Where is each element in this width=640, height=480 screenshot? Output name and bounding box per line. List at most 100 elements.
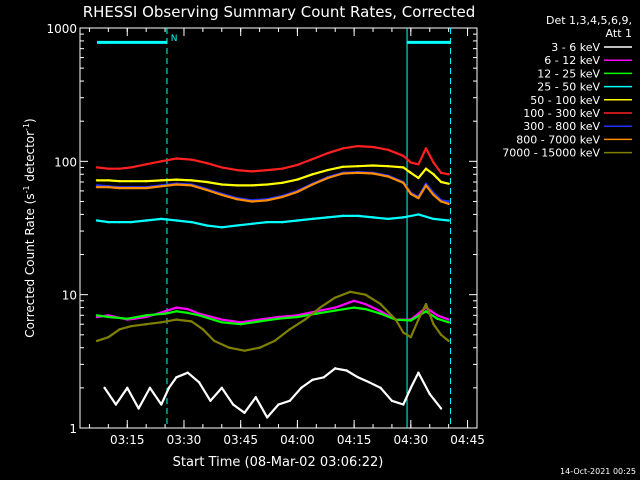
series-point-1: [175, 306, 178, 309]
series-point-2: [197, 314, 201, 317]
series-point-3: [190, 220, 193, 224]
series-point-7: [417, 196, 420, 200]
series-point-2: [409, 319, 413, 322]
series-line-3: [96, 213, 449, 229]
series-point-4: [190, 179, 193, 182]
series-point-4: [118, 179, 121, 183]
series-point-7: [160, 185, 163, 188]
series-point-0: [220, 386, 223, 390]
series-point-4: [386, 164, 390, 168]
series-point-5: [235, 168, 239, 172]
series-point-2: [175, 310, 178, 313]
series-point-8: [201, 328, 205, 331]
y-tick-label: 1: [69, 422, 77, 436]
series-point-2: [258, 320, 261, 323]
series-line-0: [103, 367, 442, 419]
plot-frame: [79, 27, 478, 429]
series-point-7: [356, 171, 360, 175]
x-tick-label: 03:45: [223, 433, 258, 447]
series-point-0: [160, 403, 163, 406]
series-point-7: [447, 202, 450, 206]
time-markers: [166, 28, 452, 428]
series-point-3: [205, 224, 208, 227]
series-point-5: [281, 167, 284, 170]
series-point-5: [250, 170, 254, 173]
series-point-0: [334, 367, 337, 370]
series-point-3: [356, 214, 360, 218]
series-point-3: [417, 213, 420, 216]
legend-header-1: Det 1,3,4,5,6,9,: [546, 14, 632, 27]
series-point-4: [447, 182, 450, 185]
series-point-5: [311, 157, 314, 161]
series-point-7: [265, 199, 269, 202]
y-tick-label: 10: [62, 289, 77, 303]
series-point-5: [386, 148, 390, 152]
annotations: N: [171, 34, 178, 44]
series-point-4: [95, 179, 99, 182]
legend-label: 6 - 12 keV: [544, 54, 600, 67]
series-point-7: [95, 185, 99, 189]
series-point-3: [447, 219, 450, 222]
series-point-7: [402, 181, 405, 185]
series-point-8: [288, 328, 292, 331]
series-point-0: [103, 386, 106, 390]
series-point-7: [341, 172, 344, 175]
series-point-8: [417, 318, 420, 321]
series-point-0: [379, 386, 382, 390]
series-point-4: [311, 173, 314, 176]
series-point-4: [341, 165, 344, 168]
series-point-4: [144, 179, 148, 183]
legend-label: 800 - 7000 keV: [516, 133, 600, 146]
series-point-1: [186, 307, 189, 311]
series-point-7: [118, 186, 121, 190]
series-point-0: [417, 371, 420, 374]
series-point-0: [175, 376, 178, 379]
series-point-7: [107, 185, 110, 189]
legend-label: 12 - 25 keV: [537, 67, 600, 80]
series-point-8: [379, 302, 382, 306]
series-point-4: [424, 167, 428, 170]
series-point-3: [118, 220, 121, 224]
series-point-4: [175, 178, 178, 181]
series-point-7: [409, 192, 413, 196]
series-point-0: [186, 371, 189, 374]
series-point-3: [107, 220, 110, 224]
y-tick-label: 1000: [46, 22, 77, 36]
series-point-8: [175, 318, 178, 321]
series-point-4: [402, 166, 405, 169]
series-point-0: [167, 386, 171, 390]
series-point-0: [209, 399, 212, 402]
series-point-2: [107, 315, 110, 319]
series-point-2: [296, 315, 299, 319]
series-point-5: [190, 158, 193, 161]
series-point-0: [231, 403, 235, 406]
series-point-4: [129, 179, 133, 183]
series-point-1: [447, 318, 450, 321]
series-point-8: [243, 349, 246, 352]
y-axis-label-mid: detector: [23, 131, 37, 186]
series-point-5: [118, 167, 121, 170]
series-point-4: [160, 179, 163, 182]
series-point-5: [371, 145, 375, 149]
series-point-2: [364, 307, 367, 311]
series-point-4: [296, 178, 299, 181]
series-point-3: [326, 216, 329, 219]
series-point-3: [250, 222, 254, 226]
series-point-3: [371, 216, 375, 219]
series-point-8: [107, 335, 110, 339]
legend-label: 7000 - 15000 keV: [502, 147, 600, 160]
series-point-8: [303, 318, 307, 321]
series-point-0: [197, 381, 201, 384]
series-point-8: [228, 346, 231, 349]
series-point-2: [126, 317, 129, 320]
series-point-7: [205, 188, 208, 192]
series-point-8: [129, 325, 133, 328]
series-point-3: [432, 217, 435, 221]
series-point-0: [254, 396, 258, 399]
series-point-3: [235, 224, 239, 227]
series-point-5: [424, 147, 428, 150]
series-point-0: [288, 399, 292, 402]
series-point-3: [296, 219, 299, 222]
series-point-8: [95, 339, 99, 343]
